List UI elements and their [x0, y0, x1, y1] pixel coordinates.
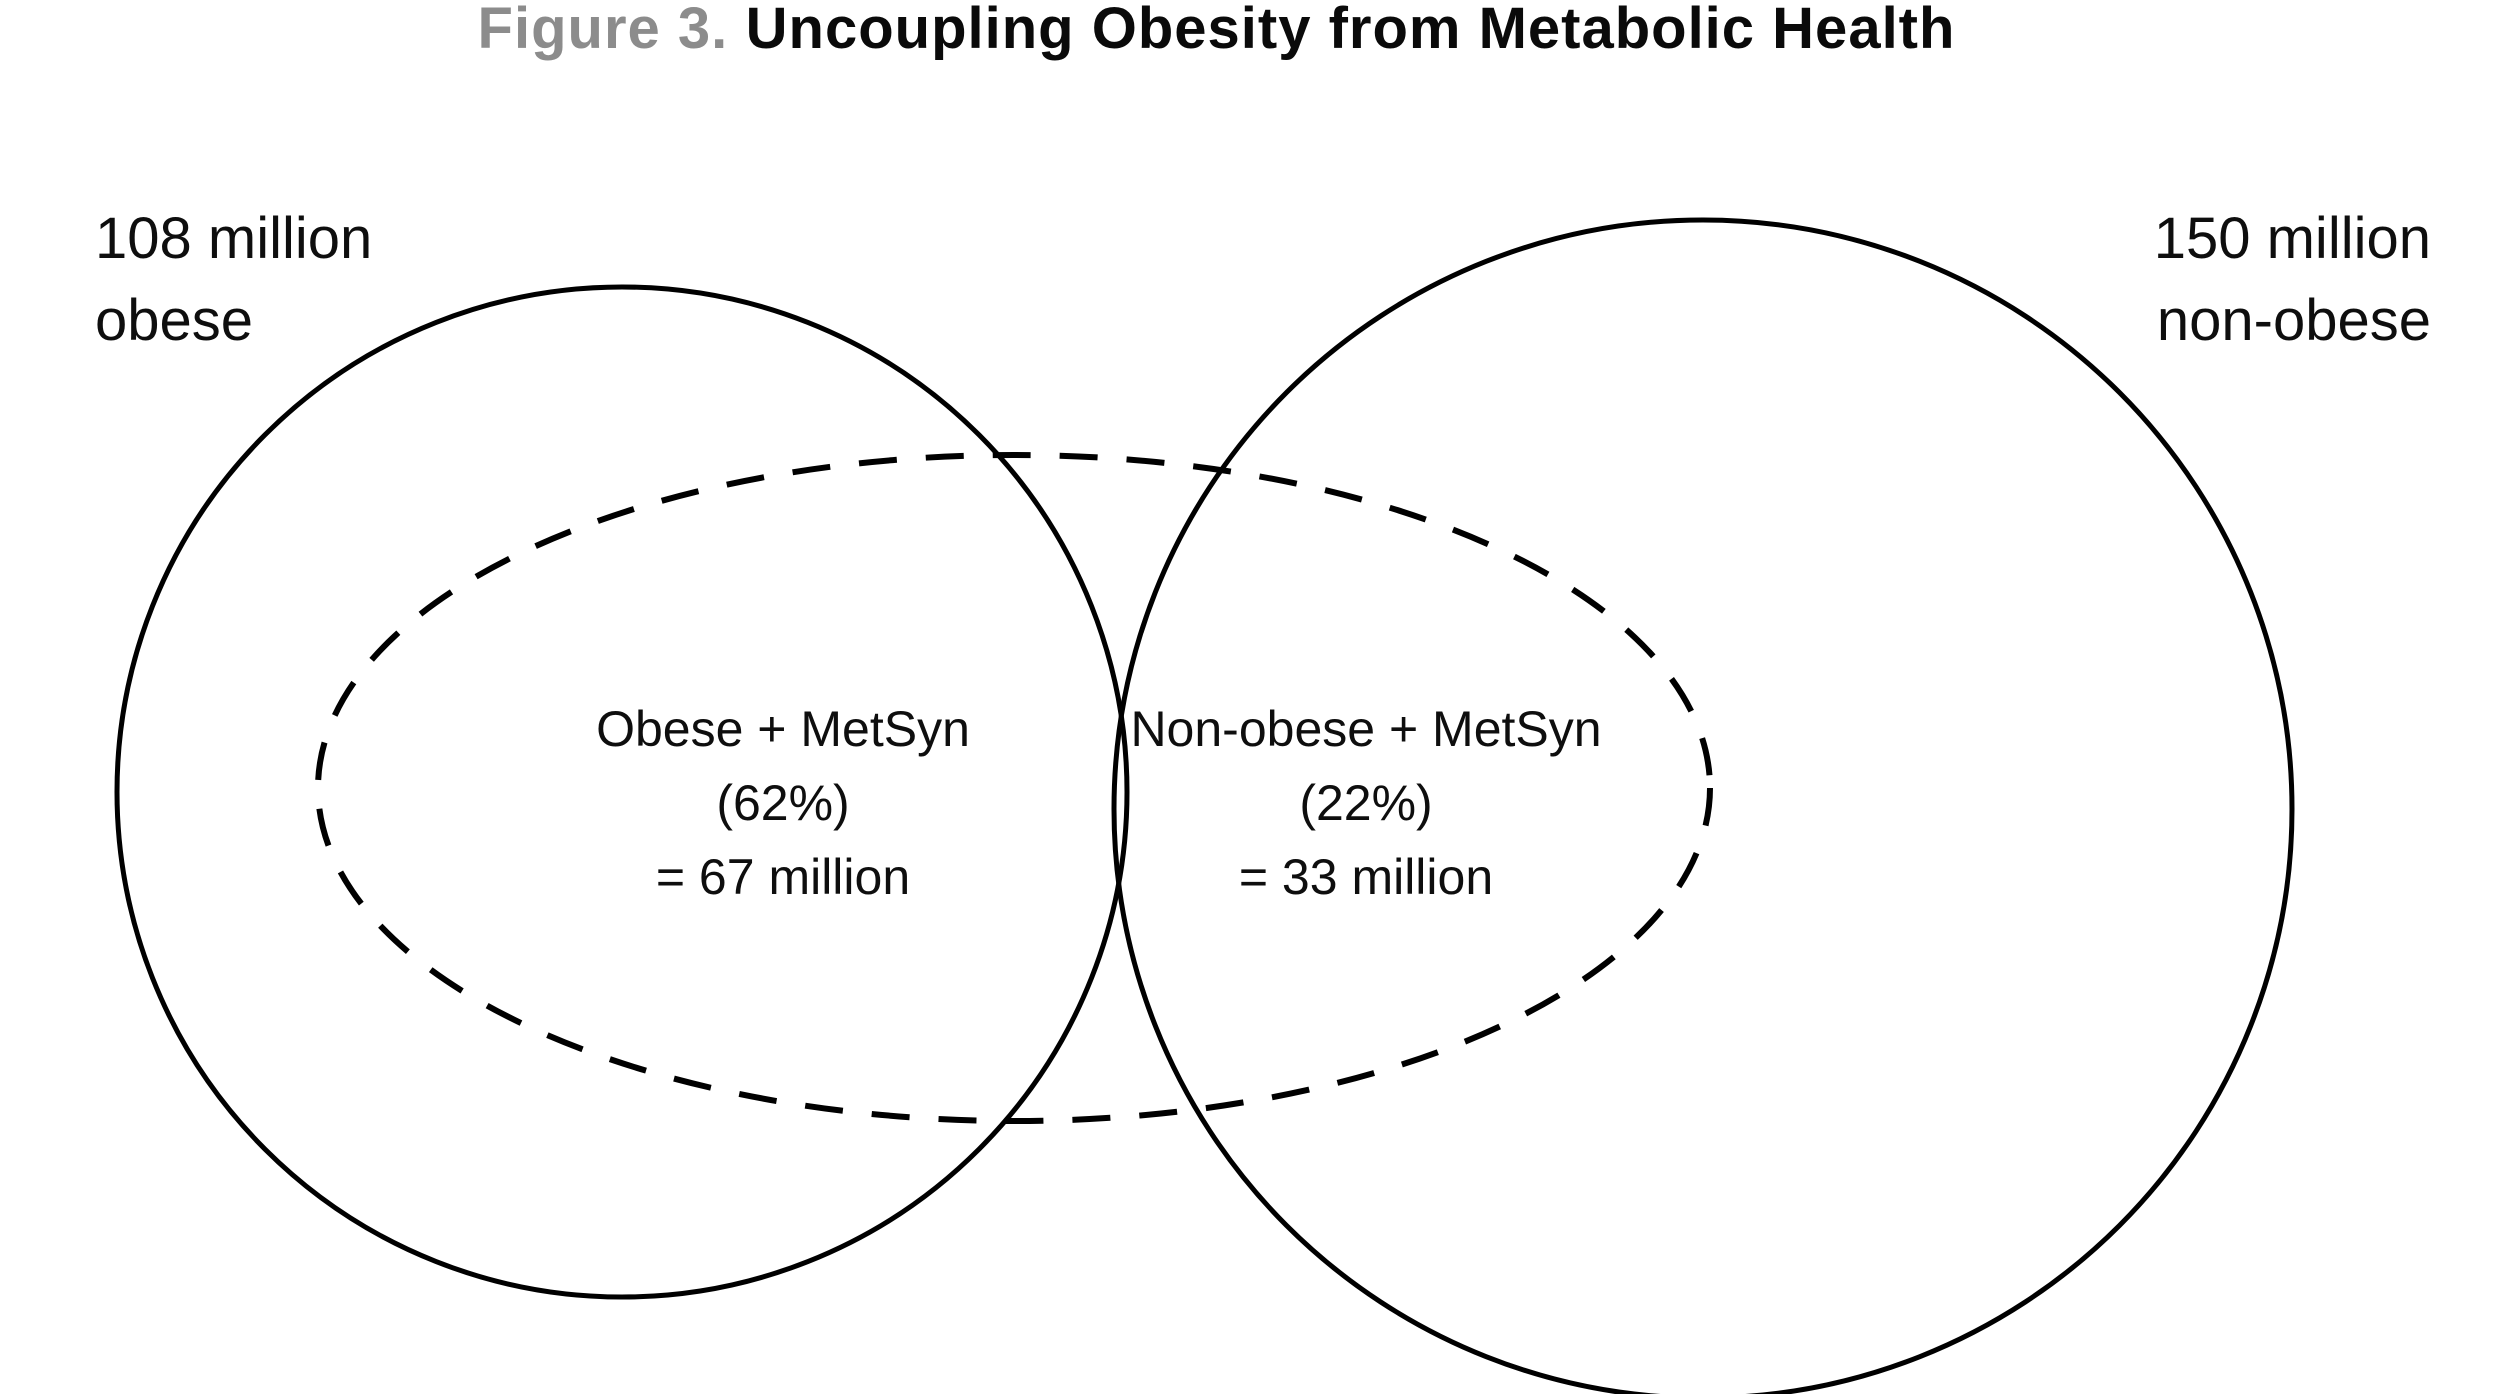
non-obese-metsyn-name: Non-obese + MetSyn	[1130, 701, 1602, 757]
obese-metsyn-percent: (62%)	[716, 775, 850, 831]
non-obese-set-label-line2: non-obese	[2156, 288, 2431, 353]
metsyn-dashed-ellipse	[315, 452, 1713, 1124]
obese-circle	[114, 284, 1130, 1300]
non-obese-set-label-line1: 150 million	[2153, 206, 2431, 271]
obese-set-label-line1: 108 million	[95, 206, 373, 271]
obese-set-label: 108 million obese	[95, 198, 372, 362]
non-obese-set-label: 150 million non-obese	[2154, 198, 2431, 362]
obese-metsyn-count: = 67 million	[655, 849, 911, 905]
non-obese-metsyn-count: = 33 million	[1238, 849, 1494, 905]
non-obese-metsyn-region-label: Non-obese + MetSyn (22%) = 33 million	[1130, 692, 1601, 914]
obese-metsyn-name: Obese + MetSyn	[596, 701, 970, 757]
obese-metsyn-region-label: Obese + MetSyn (62%) = 67 million	[596, 692, 970, 914]
non-obese-circle	[1111, 217, 2295, 1394]
figure-title-prefix: Figure 3.	[477, 0, 729, 61]
obese-set-label-line2: obese	[95, 288, 254, 353]
figure-title: Figure 3. Uncoupling Obesity from Metabol…	[0, 0, 2433, 60]
figure-title-text: Uncoupling Obesity from Metabolic Health	[745, 0, 1956, 61]
non-obese-metsyn-percent: (22%)	[1299, 775, 1433, 831]
